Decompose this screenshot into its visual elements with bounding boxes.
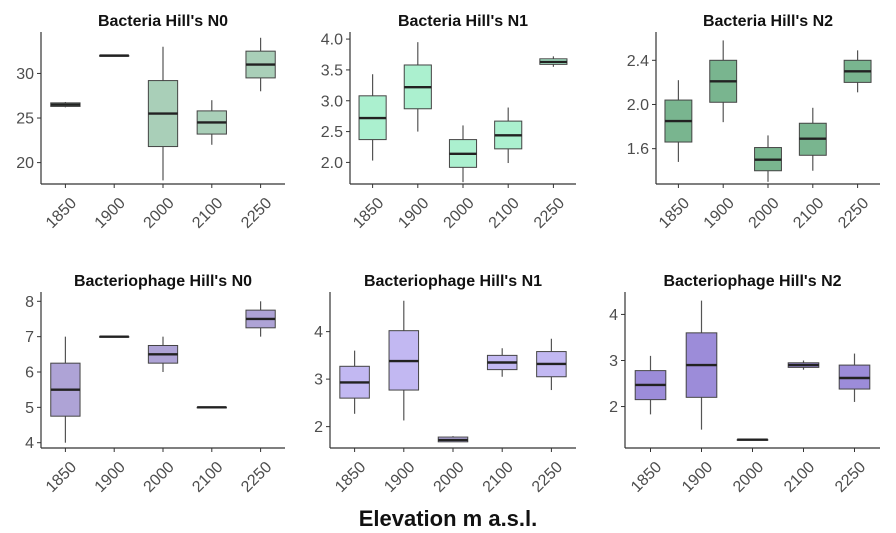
box-2250 <box>245 37 276 92</box>
panel-title: Bacteriophage Hill's N0 <box>74 273 252 290</box>
box-2250 <box>536 338 567 391</box>
box-2000 <box>448 125 478 183</box>
y-tick-label: 20 <box>16 155 34 172</box>
x-tick-label: 1850 <box>628 459 665 496</box>
x-tick-label: 2000 <box>746 195 783 232</box>
panel-1: Bacteria Hill's N0 20 25 30 1850 1900 2000 2100… <box>16 13 285 232</box>
panel-2: Bacteria Hill's N1 2.0 2.5 3.0 3.5 4.0 1850 190… <box>321 13 576 232</box>
x-tick-label: 2100 <box>781 459 818 496</box>
y-tick-label: 2.0 <box>627 97 649 114</box>
x-tick-label: 1850 <box>656 195 693 232</box>
y-tick-label: 2.5 <box>321 124 343 141</box>
y-tick-label: 1.6 <box>627 141 649 158</box>
box-1850 <box>634 355 667 415</box>
y-tick-label: 5 <box>25 400 34 417</box>
x-tick-label: 1900 <box>679 459 716 496</box>
x-tick-label: 1850 <box>43 195 80 232</box>
x-tick-label: 2100 <box>189 459 226 496</box>
x-tick-label: 1900 <box>92 195 129 232</box>
y-tick-label: 4 <box>25 435 34 452</box>
box-2000 <box>754 135 782 182</box>
box-2100 <box>494 107 523 164</box>
x-tick-label: 2000 <box>431 459 468 496</box>
x-tick-label: 2250 <box>529 459 566 496</box>
box-1850 <box>50 336 81 443</box>
box-1900 <box>709 40 738 123</box>
x-tick-label: 1900 <box>92 459 129 496</box>
y-tick-label: 7 <box>25 329 34 346</box>
x-tick-label: 1900 <box>701 195 738 232</box>
panel-title: Bacteria Hill's N0 <box>98 13 228 30</box>
box-1900 <box>388 300 420 421</box>
y-tick-label: 30 <box>16 66 34 83</box>
box-2000 <box>437 436 469 443</box>
x-tick-label: 2100 <box>480 459 517 496</box>
y-tick-label: 4 <box>609 307 618 324</box>
x-tick-label: 2000 <box>730 459 767 496</box>
box-1900 <box>99 335 130 338</box>
box-1900 <box>685 300 718 430</box>
x-tick-label: 1850 <box>332 459 369 496</box>
x-tick-label: 2250 <box>238 195 275 232</box>
panel-6: Bacteriophage Hill's N2 2 3 4 1850 1900 2000 21… <box>609 273 880 496</box>
y-tick-label: 2 <box>314 419 323 436</box>
x-axis-label: Elevation m a.s.l. <box>358 506 538 531</box>
panel-title: Bacteriophage Hill's N1 <box>364 273 542 290</box>
x-tick-label: 1850 <box>43 459 80 496</box>
x-tick-label: 1850 <box>350 195 387 232</box>
box-2100 <box>196 406 227 409</box>
box-2250 <box>245 301 276 337</box>
x-tick-label: 2100 <box>486 195 523 232</box>
x-tick-label: 2250 <box>835 195 872 232</box>
box-2000 <box>147 46 179 181</box>
panel-title: Bacteria Hill's N2 <box>703 13 833 30</box>
x-tick-label: 2250 <box>238 459 275 496</box>
box-1850 <box>664 80 693 162</box>
box-1850 <box>50 101 81 108</box>
box-2100 <box>486 348 518 377</box>
panel-4: Bacteriophage Hill's N0 4 5 6 7 8 1850 1900 2000… <box>25 273 285 496</box>
x-tick-label: 2250 <box>531 195 568 232</box>
box-2100 <box>787 360 820 370</box>
x-tick-label: 2000 <box>141 195 178 232</box>
panel-title: Bacteriophage Hill's N2 <box>663 273 841 290</box>
x-tick-label: 2100 <box>790 195 827 232</box>
y-tick-label: 3 <box>609 353 618 370</box>
y-tick-label: 2.4 <box>627 53 649 70</box>
panel-5: Bacteriophage Hill's N1 2 3 4 1850 1900 2000 21… <box>314 273 576 496</box>
x-tick-label: 1900 <box>381 459 418 496</box>
y-tick-label: 3 <box>314 372 323 389</box>
box-1900 <box>99 54 130 57</box>
box-2000 <box>736 438 769 441</box>
y-tick-label: 3.0 <box>321 93 343 110</box>
box-2100 <box>196 100 227 145</box>
x-tick-label: 2000 <box>141 459 178 496</box>
box-2000 <box>147 336 179 372</box>
y-tick-label: 8 <box>25 294 34 311</box>
y-tick-label: 6 <box>25 365 34 382</box>
y-tick-label: 4 <box>314 324 323 341</box>
box-1850 <box>358 74 387 161</box>
y-tick-label: 2 <box>609 399 618 416</box>
x-tick-label: 2100 <box>189 195 226 232</box>
panel-title: Bacteria Hill's N1 <box>398 13 528 30</box>
x-tick-label: 1900 <box>395 195 432 232</box>
box-2250 <box>843 50 872 93</box>
box-1850 <box>339 350 370 414</box>
box-2250 <box>838 353 871 402</box>
y-tick-label: 25 <box>16 111 34 128</box>
y-tick-label: 4.0 <box>321 32 343 49</box>
y-tick-label: 2.0 <box>321 155 343 172</box>
box-2100 <box>798 107 827 171</box>
x-tick-label: 2000 <box>441 195 478 232</box>
x-tick-label: 2250 <box>832 459 869 496</box>
box-1900 <box>403 42 432 132</box>
y-tick-label: 3.5 <box>321 62 343 79</box>
box-2250 <box>539 56 568 67</box>
